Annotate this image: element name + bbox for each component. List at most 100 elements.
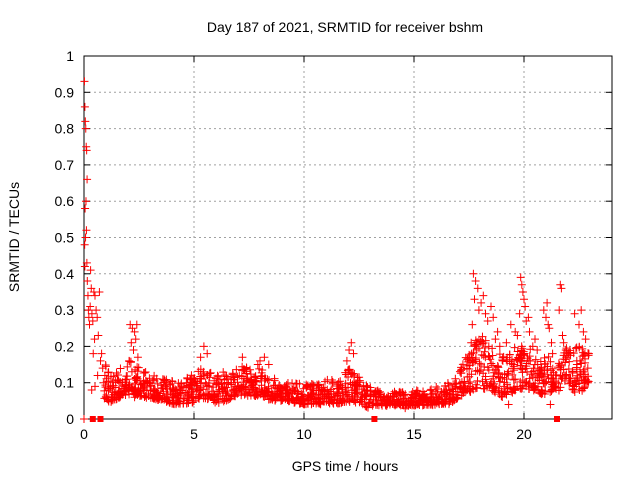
data-point: [242, 377, 251, 386]
data-point: [571, 344, 580, 353]
data-point: [81, 124, 90, 133]
data-point: [500, 388, 509, 397]
data-point: [517, 280, 526, 289]
data-point: [468, 320, 477, 329]
data-point: [207, 387, 216, 396]
data-point: [86, 266, 95, 275]
data-point: [116, 364, 125, 373]
data-point: [220, 375, 229, 384]
data-point: [363, 403, 372, 412]
data-point: [140, 393, 149, 402]
data-point: [559, 338, 568, 347]
data-point: [82, 146, 91, 155]
data-point: [240, 383, 249, 392]
data-point: [312, 380, 321, 389]
data-point: [576, 356, 585, 365]
data-point: [338, 383, 347, 392]
data-point: [557, 284, 566, 293]
data-point: [206, 369, 215, 378]
data-point: [85, 320, 94, 329]
data-point: [493, 327, 502, 336]
data-point: [133, 372, 142, 381]
data-point: [353, 388, 362, 397]
data-point: [133, 353, 142, 362]
data-point: [546, 400, 555, 409]
data-point: [293, 387, 302, 396]
data-point: [212, 379, 221, 388]
data-point: [233, 372, 242, 381]
chart-title: Day 187 of 2021, SRMTID for receiver bsh…: [207, 19, 483, 35]
data-point: [478, 332, 487, 341]
data-point: [565, 357, 574, 366]
data-point: [504, 400, 513, 409]
data-point: [202, 380, 211, 389]
data-point: [579, 384, 588, 393]
data-point: [355, 378, 364, 387]
data-point: [351, 387, 360, 396]
data-point: [133, 374, 142, 383]
gap-marker: [554, 416, 560, 422]
data-point: [413, 400, 422, 409]
data-point: [131, 335, 140, 344]
data-point: [534, 382, 543, 391]
data-point: [495, 342, 504, 351]
data-point: [281, 383, 290, 392]
data-point: [177, 379, 186, 388]
data-point: [333, 389, 342, 398]
data-point: [253, 360, 262, 369]
data-point: [472, 340, 481, 349]
data-point: [140, 368, 149, 377]
data-point: [321, 377, 330, 386]
data-point: [555, 306, 564, 315]
data-point: [579, 327, 588, 336]
x-tick-label: 5: [190, 426, 198, 442]
y-tick-label: 0.3: [55, 302, 75, 318]
data-point: [91, 291, 99, 300]
data-point: [518, 381, 527, 390]
data-point: [80, 415, 88, 423]
data-point: [480, 347, 489, 356]
data-point: [344, 373, 353, 382]
data-point: [349, 349, 358, 358]
data-point: [265, 376, 274, 385]
data-point: [82, 226, 91, 235]
data-point: [90, 335, 99, 344]
data-point: [332, 382, 341, 391]
data-point: [264, 360, 273, 369]
data-point: [114, 376, 123, 385]
data-point: [452, 379, 461, 388]
y-tick-label: 0.9: [55, 84, 75, 100]
data-point: [465, 350, 474, 359]
data-point: [353, 373, 362, 382]
data-point: [246, 370, 255, 379]
data-point: [483, 316, 492, 325]
data-point: [470, 295, 479, 304]
data-point: [527, 367, 536, 376]
data-point: [511, 375, 520, 384]
data-point: [87, 309, 96, 318]
data-point: [264, 387, 273, 396]
data-point: [560, 376, 569, 385]
data-point: [521, 302, 530, 311]
x-tick-labels: 0 5 10 15 20: [80, 426, 532, 442]
data-point: [252, 376, 261, 385]
data-point: [97, 349, 106, 358]
data-point: [520, 295, 528, 304]
data-point: [505, 357, 514, 366]
data-point: [455, 367, 464, 376]
data-point: [232, 365, 241, 374]
data-point: [412, 390, 421, 399]
data-point: [427, 385, 436, 394]
data-point: [582, 375, 591, 384]
data-point: [199, 367, 208, 376]
data-point: [581, 358, 590, 367]
data-point: [219, 397, 228, 406]
data-point: [525, 352, 534, 361]
data-point: [213, 395, 222, 404]
data-point: [128, 324, 137, 333]
data-point: [554, 359, 563, 368]
data-point: [168, 376, 177, 385]
data-point: [246, 365, 255, 374]
data-point: [132, 388, 141, 397]
data-point: [86, 302, 95, 311]
